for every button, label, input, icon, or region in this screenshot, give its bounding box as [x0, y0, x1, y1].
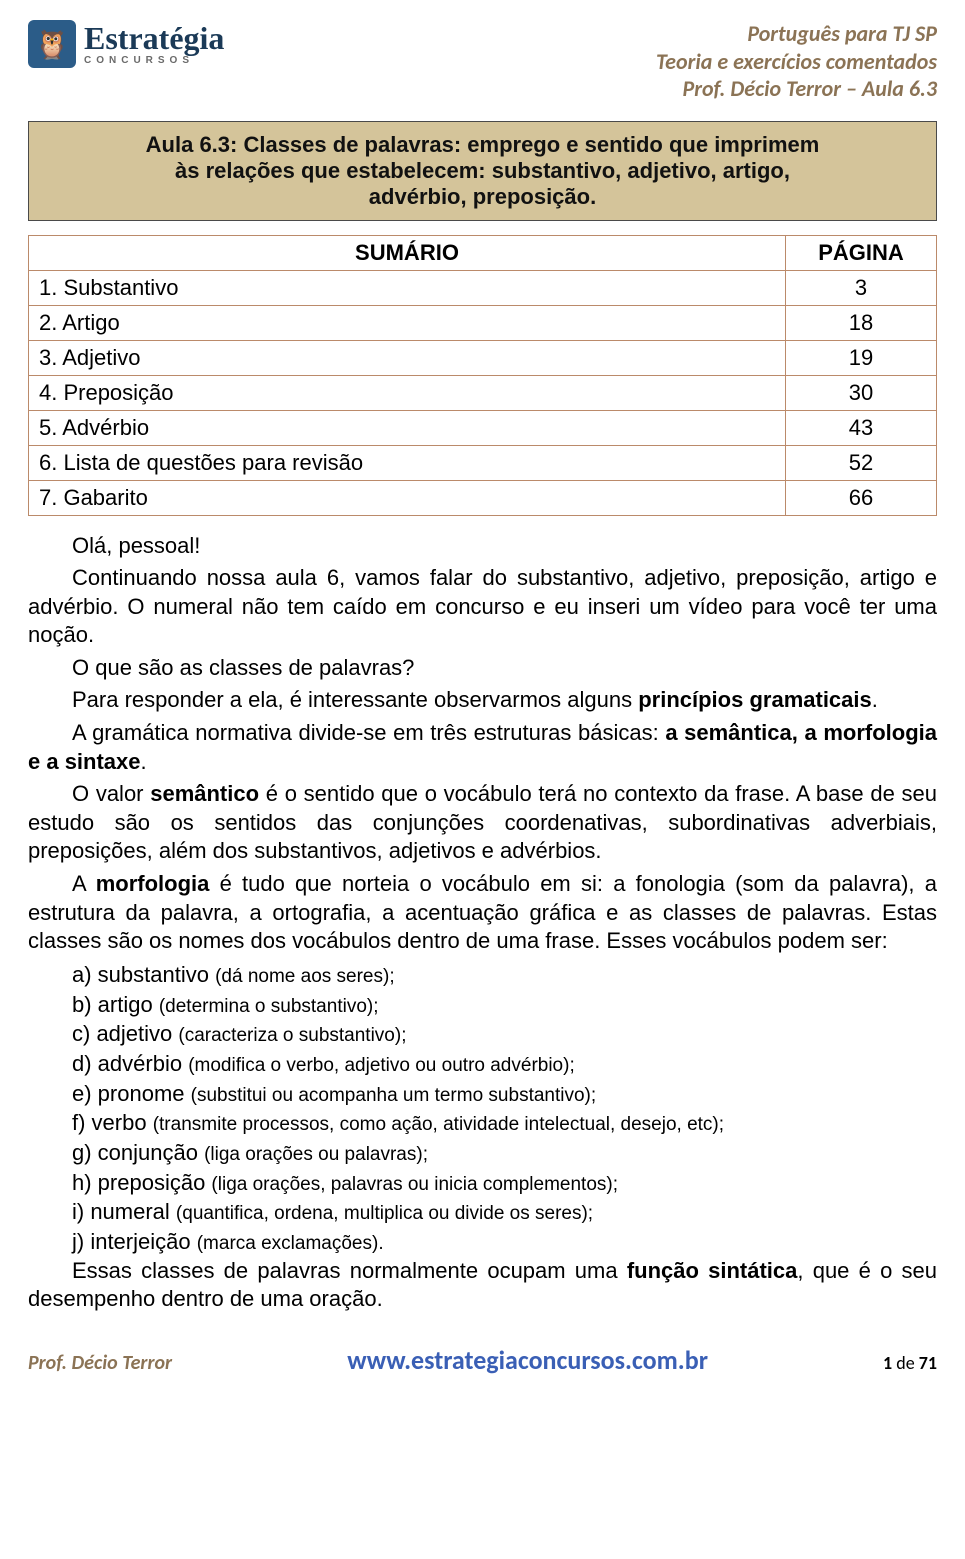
list-item: f) verbo (transmite processos, como ação…	[72, 1108, 937, 1138]
footer-page-number: 1 de 71	[883, 1352, 937, 1374]
toc-page: 43	[786, 410, 937, 445]
list-item: g) conjunção (liga orações ou palavras);	[72, 1138, 937, 1168]
toc-item: 5. Advérbio	[29, 410, 786, 445]
list-item: i) numeral (quantifica, ordena, multipli…	[72, 1197, 937, 1227]
lesson-title-box: Aula 6.3: Classes de palavras: emprego e…	[28, 121, 937, 221]
toc-item: 1. Substantivo	[29, 270, 786, 305]
logo-main-text: Estratégia	[84, 22, 224, 54]
footer-url: www.estrategiaconcursos.com.br	[347, 1344, 708, 1376]
toc-table: SUMÁRIO PÁGINA 1. Substantivo32. Artigo1…	[28, 235, 937, 516]
list-item: d) advérbio (modifica o verbo, adjetivo …	[72, 1049, 937, 1079]
title-line-1: Aula 6.3: Classes de palavras: emprego e…	[43, 132, 922, 158]
toc-page: 3	[786, 270, 937, 305]
footer-author: Prof. Décio Terror	[28, 1351, 172, 1375]
paragraph-2: Continuando nossa aula 6, vamos falar do…	[28, 564, 937, 650]
toc-page: 18	[786, 305, 937, 340]
toc-page: 66	[786, 480, 937, 515]
paragraph-6: O valor semântico é o sentido que o vocá…	[28, 780, 937, 866]
list-item: a) substantivo (dá nome aos seres);	[72, 960, 937, 990]
toc-row: 7. Gabarito66	[29, 480, 937, 515]
toc-item: 3. Adjetivo	[29, 340, 786, 375]
logo-sub-text: CONCURSOS	[84, 56, 224, 66]
list-item: j) interjeição (marca exclamações).	[72, 1227, 937, 1257]
toc-row: 1. Substantivo3	[29, 270, 937, 305]
toc-header-pagina: PÁGINA	[786, 235, 937, 270]
toc-row: 6. Lista de questões para revisão52	[29, 445, 937, 480]
footer: Prof. Décio Terror www.estrategiaconcurs…	[0, 1338, 965, 1388]
toc-page: 52	[786, 445, 937, 480]
toc-row: 4. Preposição30	[29, 375, 937, 410]
paragraph-3: O que são as classes de palavras?	[28, 654, 937, 683]
body-text: Olá, pessoal! Continuando nossa aula 6, …	[28, 532, 937, 1314]
header-line-2: Teoria e exercícios comentados	[656, 48, 937, 76]
toc-page: 19	[786, 340, 937, 375]
toc-row: 5. Advérbio43	[29, 410, 937, 445]
list-item: e) pronome (substitui ou acompanha um te…	[72, 1079, 937, 1109]
toc-header-sumario: SUMÁRIO	[29, 235, 786, 270]
header-line-3: Prof. Décio Terror – Aula 6.3	[656, 75, 937, 103]
title-line-3: advérbio, preposição.	[43, 184, 922, 210]
title-line-2: às relações que estabelecem: substantivo…	[43, 158, 922, 184]
paragraph-5: A gramática normativa divide-se em três …	[28, 719, 937, 776]
list-item: c) adjetivo (caracteriza o substantivo);	[72, 1019, 937, 1049]
paragraph-4: Para responder a ela, é interessante obs…	[28, 686, 937, 715]
logo: 🦉 Estratégia CONCURSOS	[28, 20, 224, 68]
header: 🦉 Estratégia CONCURSOS Português para TJ…	[28, 20, 937, 103]
list-item: h) preposição (liga orações, palavras ou…	[72, 1168, 937, 1198]
toc-item: 7. Gabarito	[29, 480, 786, 515]
paragraph-final: Essas classes de palavras normalmente oc…	[28, 1257, 937, 1314]
classes-list: a) substantivo (dá nome aos seres);b) ar…	[72, 960, 937, 1257]
toc-item: 6. Lista de questões para revisão	[29, 445, 786, 480]
paragraph-1: Olá, pessoal!	[28, 532, 937, 561]
toc-item: 4. Preposição	[29, 375, 786, 410]
owl-icon: 🦉	[28, 20, 76, 68]
paragraph-7: A morfologia é tudo que norteia o vocábu…	[28, 870, 937, 956]
header-line-1: Português para TJ SP	[656, 20, 937, 48]
toc-row: 3. Adjetivo19	[29, 340, 937, 375]
toc-page: 30	[786, 375, 937, 410]
list-item: b) artigo (determina o substantivo);	[72, 990, 937, 1020]
toc-item: 2. Artigo	[29, 305, 786, 340]
toc-row: 2. Artigo18	[29, 305, 937, 340]
header-subtitle: Português para TJ SP Teoria e exercícios…	[656, 20, 937, 103]
